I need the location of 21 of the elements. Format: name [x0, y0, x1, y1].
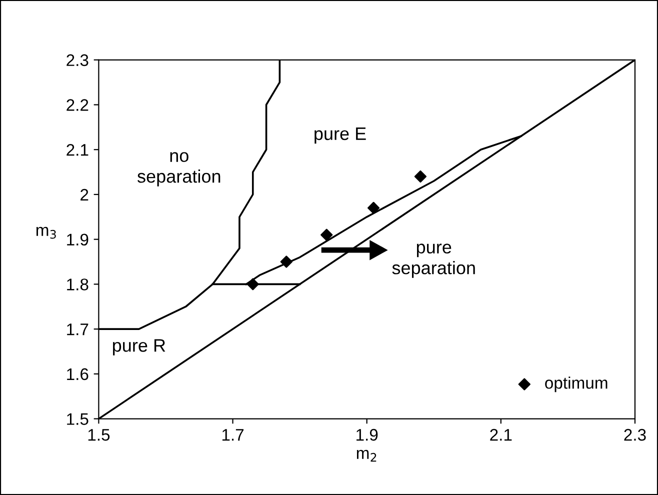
legend-label: optimum [545, 376, 608, 392]
x-tick-label: 2.1 [490, 428, 512, 441]
y-tick-label: 1.7 [67, 324, 88, 336]
y-tick-label: 1.5 [67, 413, 88, 425]
y-tick-label: 1.8 [67, 278, 88, 290]
annotation: pure separation [392, 244, 475, 278]
y-tick-label: 1.6 [67, 368, 88, 380]
y-tick-label: 2.1 [66, 144, 88, 156]
x-tick-label: 2.3 [624, 428, 646, 441]
y-axis-title: m$_{3}$ [36, 226, 56, 239]
annotation: no separation [137, 152, 220, 186]
x-axis-title: m$_{2}$ [356, 450, 376, 462]
annotation: pure R [112, 339, 166, 356]
x-tick-label: 1.9 [356, 428, 378, 441]
x-tick-label: 1.7 [222, 429, 244, 441]
annotation: pure E [314, 128, 366, 144]
y-tick-label: 2.3 [66, 54, 88, 66]
y-tick-label: 2.2 [66, 99, 88, 111]
x-tick-label: 1.5 [88, 429, 110, 441]
y-tick-label: 2 [80, 188, 88, 201]
y-tick-label: 1.9 [67, 234, 88, 246]
